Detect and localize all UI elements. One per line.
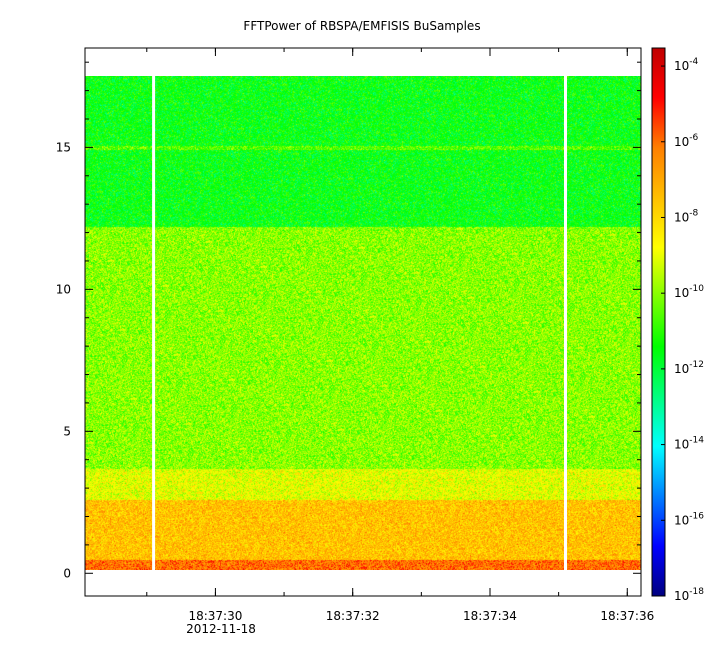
chart-title: FFTPower of RBSPA/EMFISIS BuSamples bbox=[243, 19, 480, 33]
colorbar-tick-label-2: 10-8 bbox=[674, 208, 699, 224]
colorbar bbox=[651, 47, 666, 597]
colorbar-tick-label-0: 10-4 bbox=[674, 57, 699, 73]
colorbar-tick-label-3: 10-10 bbox=[674, 284, 704, 300]
x-tick-label-2: 18:37:34 bbox=[463, 609, 517, 623]
y-tick-label-0: 0 bbox=[63, 566, 71, 580]
colorbar-tick-label-6: 10-16 bbox=[674, 511, 704, 527]
x-tick-label-0: 18:37:30 bbox=[188, 609, 242, 623]
x-axis-date-label: 2012-11-18 bbox=[186, 622, 256, 636]
colorbar-tick-label-1: 10-6 bbox=[674, 133, 699, 149]
colorbar-tick-label-5: 10-14 bbox=[674, 436, 704, 452]
data-gap-1 bbox=[564, 76, 567, 570]
colorbar-ticks: 10-4 10-6 10-8 10-10 10-12 10-14 10-16 10-18 bbox=[661, 57, 704, 603]
colorbar-tick-label-4: 10-12 bbox=[674, 360, 704, 376]
y-tick-label-1: 5 bbox=[63, 424, 71, 438]
spectrogram-heat-layer bbox=[85, 76, 641, 570]
plot-frame bbox=[84, 47, 642, 597]
x-tick-label-3: 18:37:36 bbox=[600, 609, 654, 623]
spectrogram-image bbox=[85, 76, 641, 570]
y-axis: 0 5 10 15 bbox=[56, 61, 641, 580]
data-gap-layer bbox=[152, 76, 567, 570]
x-tick-label-1: 18:37:32 bbox=[326, 609, 380, 623]
y-tick-label-2: 10 bbox=[56, 282, 71, 296]
colorbar-tick-label-7: 10-18 bbox=[674, 587, 704, 603]
data-gap-0 bbox=[152, 76, 156, 570]
x-axis: 18:37:30 18:37:32 18:37:34 18:37:36 bbox=[146, 48, 654, 623]
y-tick-label-3: 15 bbox=[56, 140, 71, 154]
